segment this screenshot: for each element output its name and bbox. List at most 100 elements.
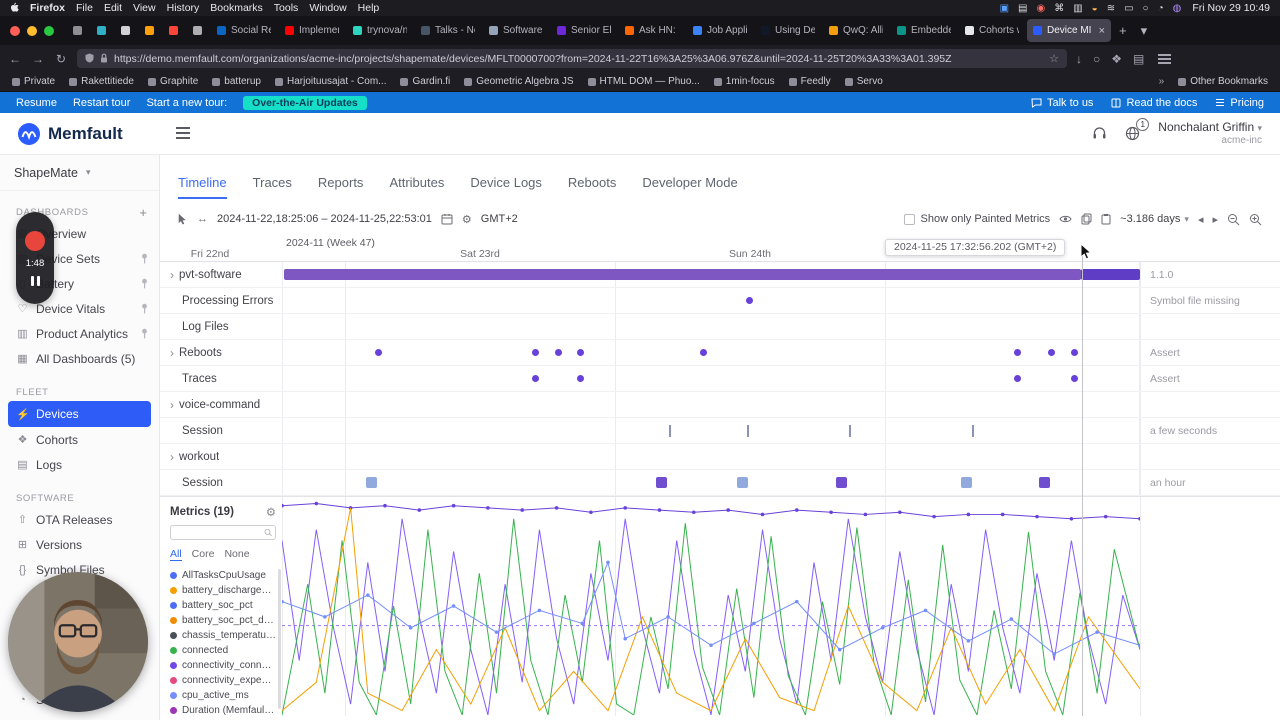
event-dot[interactable]	[1070, 349, 1078, 356]
user-menu[interactable]: Nonchalant Griffin ▾ acme-inc	[1158, 120, 1262, 146]
bookmark-star-icon[interactable]: ☆	[1049, 53, 1059, 65]
control-center-icon[interactable]: ◔	[1157, 2, 1164, 14]
timeline-row-workout[interactable]: › workout	[160, 444, 1280, 470]
metric-item-connected[interactable]: connected	[170, 643, 276, 658]
browser-tab-embedded-s[interactable]: Embedded S	[891, 19, 957, 42]
menubar-app-name[interactable]: Firefox	[30, 2, 66, 14]
sidebar-item-product-analytics[interactable]: ▥ Product Analytics	[0, 321, 159, 346]
add-dashboard-button[interactable]: +	[139, 204, 147, 220]
back-icon[interactable]: ←	[9, 51, 21, 66]
bookmark-harjoituusajat-com[interactable]: Harjoituusajat - Com...	[275, 76, 386, 87]
session-square[interactable]	[366, 477, 378, 488]
camera-icon[interactable]: ◉	[1036, 2, 1046, 14]
metrics-filter-core[interactable]: Core	[191, 548, 215, 560]
timeline-row-voice-command[interactable]: › voice-command	[160, 392, 1280, 418]
session-tick[interactable]	[669, 425, 672, 437]
talk-to-us-link[interactable]: Talk to us	[1031, 97, 1093, 109]
sidebar-item-versions[interactable]: ⊞ Versions	[0, 532, 159, 557]
bookmark-1min-focus[interactable]: 1min-focus	[713, 76, 775, 87]
session-tick[interactable]	[848, 425, 851, 437]
pinned-tab-5[interactable]	[161, 20, 185, 42]
event-dot[interactable]	[1013, 375, 1021, 382]
browser-tab-talks-nova[interactable]: Talks - Nova	[415, 19, 481, 42]
apple-menu[interactable]	[10, 1, 19, 15]
extensions-icon[interactable]: ❖	[1111, 51, 1123, 66]
metrics-chart[interactable]	[282, 497, 1140, 715]
tab-attributes[interactable]: Attributes	[389, 175, 445, 190]
session-square[interactable]	[655, 477, 667, 488]
pointer-tool-icon[interactable]	[178, 213, 188, 226]
timeline-row-log-files[interactable]: Log Files	[160, 314, 1280, 340]
stop-recording-button[interactable]	[25, 230, 45, 251]
tab-list-button[interactable]: ▾	[1140, 22, 1148, 38]
url-bar[interactable]: https://demo.memfault.com/organizations/…	[77, 49, 1067, 68]
sidebar-item-cohorts[interactable]: ❖ Cohorts	[0, 427, 159, 452]
stats-icon[interactable]: ▥	[1073, 2, 1083, 14]
sidebar-item-status[interactable]: ◔ Status	[0, 687, 159, 712]
pin-icon[interactable]	[140, 303, 149, 314]
event-dot[interactable]	[1070, 375, 1078, 382]
browser-tab-ask-hn-ho[interactable]: Ask HN: Ho	[619, 19, 685, 42]
pan-tool-icon[interactable]: ↔	[197, 213, 208, 225]
metric-item-connectivity-connected[interactable]: connectivity_connected...	[170, 658, 276, 673]
event-dot[interactable]	[746, 297, 754, 304]
checkbox[interactable]	[903, 213, 915, 225]
bookmark-html-dom-phuo[interactable]: HTML DOM — Phuo...	[587, 76, 700, 87]
pinned-tab-6[interactable]	[185, 20, 209, 42]
metric-item-chassis-temperature-c[interactable]: chassis_temperature_c...	[170, 628, 276, 643]
pin-icon[interactable]	[140, 278, 149, 289]
sidebar-item-ota-releases[interactable]: ⇧ OTA Releases	[0, 507, 159, 532]
keyboard-icon[interactable]: ⌘	[1054, 2, 1065, 14]
pinned-tab-1[interactable]	[65, 20, 89, 42]
menubar-item-edit[interactable]: Edit	[103, 2, 123, 14]
expand-chevron-icon[interactable]: ›	[170, 345, 174, 360]
restart-tour-button[interactable]: Restart tour	[72, 96, 131, 109]
event-dot[interactable]	[700, 349, 708, 356]
metrics-search[interactable]	[170, 525, 276, 540]
zoom-in-icon[interactable]	[1249, 213, 1262, 226]
metric-item-battery-soc-pct-drop[interactable]: battery_soc_pct_drop	[170, 613, 276, 628]
support-icon[interactable]	[1092, 126, 1107, 140]
pin-icon[interactable]	[140, 328, 149, 339]
sidebar-toggle-icon[interactable]	[176, 132, 190, 134]
pricing-link[interactable]: Pricing	[1215, 97, 1264, 109]
browser-tab-trynova-nov[interactable]: trynova/nov	[347, 19, 413, 42]
expand-chevron-icon[interactable]: ›	[170, 449, 174, 464]
expand-chevron-icon[interactable]: ›	[170, 397, 174, 412]
language-globe-icon[interactable]: 1	[1125, 117, 1150, 141]
timeline-row-session[interactable]: Session a few seconds	[160, 418, 1280, 444]
screen-recorder-widget[interactable]: 1:48	[16, 212, 54, 304]
date-range[interactable]: 2024-11-22,18:25:06 – 2024-11-25,22:53:0…	[217, 213, 432, 225]
tab-traces[interactable]: Traces	[252, 175, 292, 190]
ota-updates-tour-button[interactable]: Over-the-Air Updates	[243, 95, 367, 110]
menubar-item-window[interactable]: Window	[309, 2, 347, 14]
pan-right-icon[interactable]: ▸	[1212, 213, 1218, 226]
account-icon[interactable]: ○	[1093, 51, 1101, 66]
menu-icon[interactable]	[1158, 57, 1172, 60]
bookmark-private[interactable]: Private	[12, 76, 55, 87]
bookmark-feedly[interactable]: Feedly	[788, 76, 831, 87]
memfault-logo[interactable]: Memfault	[18, 122, 123, 145]
timeline-row-session[interactable]: Session an hour	[160, 470, 1280, 496]
metrics-filter-none[interactable]: None	[224, 548, 250, 560]
session-tick[interactable]	[746, 425, 749, 437]
browser-tab-software-de[interactable]: Software De	[483, 19, 549, 42]
software-version-bar[interactable]	[284, 269, 1082, 280]
timeline-row-processing-errors[interactable]: Processing Errors Symbol file missing	[160, 288, 1280, 314]
browser-tab-senior-elixir[interactable]: Senior Elixir	[551, 19, 617, 42]
clipboard-icon[interactable]	[1101, 213, 1111, 225]
bookmark-graphite[interactable]: Graphite	[147, 76, 198, 87]
menubar-item-view[interactable]: View	[133, 2, 156, 14]
metric-item-battery-soc-pct[interactable]: battery_soc_pct	[170, 598, 276, 613]
sidebar-item-device-vitals[interactable]: ♡ Device Vitals	[0, 296, 159, 321]
reload-icon[interactable]: ↻	[55, 51, 67, 66]
browser-tab-cohorts-wit[interactable]: Cohorts wit	[959, 19, 1025, 42]
timeline-row-reboots[interactable]: › Reboots Assert	[160, 340, 1280, 366]
browser-tab-job-applica[interactable]: Job Applica	[687, 19, 753, 42]
event-dot[interactable]	[531, 349, 539, 356]
duration-dropdown[interactable]: ~3.186 days ▾	[1120, 213, 1189, 225]
other-bookmarks[interactable]: Other Bookmarks	[1178, 76, 1268, 87]
library-icon[interactable]: ▤	[1133, 51, 1145, 66]
software-version-bar-segment[interactable]	[1081, 269, 1141, 280]
spotlight-icon[interactable]: ○	[1142, 2, 1149, 14]
